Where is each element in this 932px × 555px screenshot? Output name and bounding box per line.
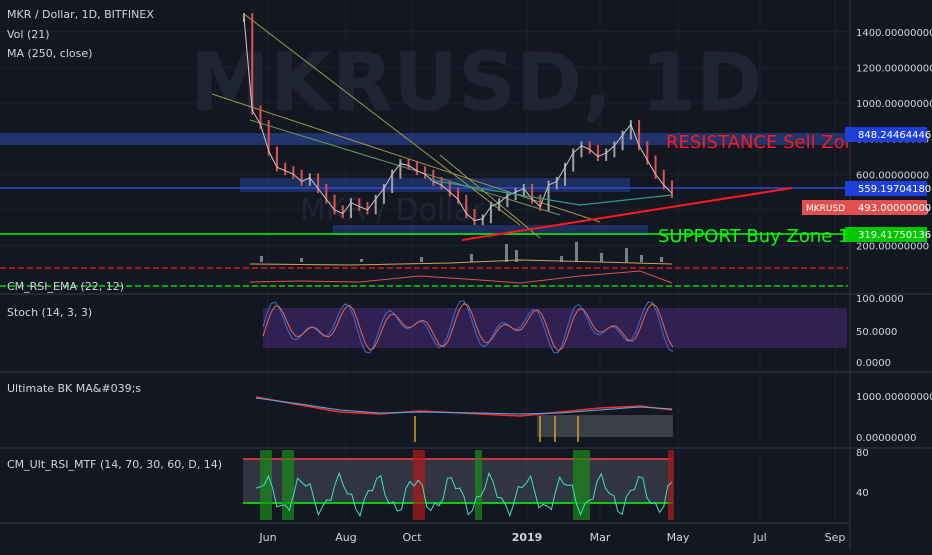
- volume-bar: [575, 242, 578, 262]
- price-tag-559-bg: [845, 181, 927, 196]
- pane-label-ult-rsi: CM_Ult_RSI_MTF (14, 70, 30, 60, D, 14): [7, 458, 222, 471]
- resistance-label: RESISTANCE Sell Zone: [666, 132, 867, 153]
- indicator-ma: MA (250, close): [7, 47, 92, 60]
- stoch-band: [263, 308, 847, 348]
- mid-band: [240, 178, 630, 192]
- x-tick-label: Mar: [590, 531, 611, 544]
- x-tick-label: Jul: [752, 531, 766, 544]
- trendline-2: [211, 93, 601, 223]
- volume-bar: [300, 258, 303, 262]
- price-tag-319-bg: [845, 227, 927, 242]
- x-tick-label: Sep: [825, 531, 846, 544]
- ultimate-series: [255, 396, 673, 442]
- ult-rsi-series: [255, 450, 674, 520]
- volume-bar: [260, 256, 263, 262]
- ma-line: [429, 179, 673, 206]
- rsi-ema-line: [249, 270, 673, 284]
- ult-rsi-highlight: [668, 450, 674, 520]
- volume-bar: [625, 248, 628, 262]
- sub-ticks: 100.0000 50.0000 0.0000 1000.00000000 0.0000…: [856, 294, 932, 499]
- sub-y-tick-label: 1000.00000000: [856, 392, 932, 403]
- ultimate-ma-blue: [255, 397, 673, 415]
- volume-bar: [505, 244, 508, 262]
- ult-rsi-highlight: [573, 450, 590, 520]
- ult-rsi-highlight: [413, 450, 425, 520]
- volume-bars: [249, 242, 673, 284]
- price-line: [243, 17, 673, 222]
- watermark: MKRUSD, 1D: [190, 36, 763, 129]
- y-tick-label: 200.00000000: [856, 242, 929, 253]
- stoch-series: [262, 300, 674, 354]
- price-tag-848: 848.24464446: [858, 130, 931, 141]
- sub-y-tick-label: 40: [856, 488, 869, 499]
- volume-bar: [640, 255, 643, 262]
- trendline-1: [243, 13, 521, 226]
- x-tick-label: May: [667, 531, 690, 544]
- ult-rsi-highlight: [475, 450, 482, 520]
- price-series: [243, 13, 673, 226]
- ult-rsi-box: [243, 458, 673, 503]
- x-tick-label: 2019: [512, 531, 543, 544]
- price-tag-319: 319.41750136: [858, 230, 931, 241]
- volume-bar: [515, 250, 518, 262]
- ultimate-ma-red: [255, 396, 673, 417]
- grid: [0, 0, 850, 523]
- stoch-d-line: [262, 302, 674, 352]
- price-tag-848-bg: [845, 127, 927, 142]
- volume-bar: [470, 254, 473, 262]
- ultimate-box: [537, 415, 673, 437]
- support-label: SUPPORT Buy Zone 1: [658, 226, 850, 247]
- volume-bar: [560, 256, 563, 262]
- sub-y-tick-label: 80: [856, 448, 869, 459]
- x-ticks: Jun Aug Oct 2019 Mar May Jul Sep: [258, 531, 845, 544]
- price-tag-559: 559.19704180: [858, 184, 931, 195]
- sub-y-tick-label: 0.00000000: [856, 433, 916, 444]
- volume-bar: [420, 257, 423, 262]
- symbol-title: MKR / Dollar, 1D, BITFINEX: [7, 8, 154, 21]
- price-tag-493: 493.00000000: [858, 203, 931, 214]
- symbol-tag: MKRUSD: [806, 204, 845, 214]
- ult-rsi-highlight: [282, 450, 294, 520]
- price-tag-493-bg: [845, 200, 927, 215]
- ult-rsi-line: [255, 471, 673, 518]
- ult-rsi-highlight: [260, 450, 272, 520]
- y-tick-label: 1200.00000000: [856, 63, 932, 74]
- volume-ma: [249, 259, 673, 266]
- sub-y-tick-label: 50.0000: [856, 327, 897, 338]
- trendline-red: [461, 187, 793, 241]
- pane-label-rsi-ema: CM_RSI_EMA (22, 12): [7, 280, 124, 293]
- volume-bar: [360, 259, 363, 262]
- pane-label-ultimate: Ultimate BK MA&#039;s: [7, 382, 141, 395]
- x-tick-label: Oct: [402, 531, 422, 544]
- sub-y-tick-label: 0.0000: [856, 358, 891, 369]
- x-tick-label: Aug: [335, 531, 356, 544]
- volume-bar: [660, 257, 663, 262]
- y-tick-label: 1400.00000000: [856, 28, 932, 39]
- watermark-small: MKR / Dollar: [300, 193, 485, 228]
- y-tick-label: 600.00000000: [856, 170, 929, 181]
- resistance-band: [0, 133, 848, 145]
- support-band: [333, 225, 648, 235]
- symbol-tag-bg: [802, 200, 846, 215]
- y-tick-label: 1000.00000000: [856, 99, 932, 110]
- indicator-vol: Vol (21): [7, 28, 50, 41]
- sub-y-tick-label: 100.0000: [856, 294, 904, 305]
- volume-bar: [600, 253, 603, 262]
- trendline-4: [439, 154, 541, 239]
- price-axis[interactable]: [850, 0, 932, 550]
- x-tick-label: Jun: [258, 531, 276, 544]
- pane-label-stoch: Stoch (14, 3, 3): [7, 306, 92, 319]
